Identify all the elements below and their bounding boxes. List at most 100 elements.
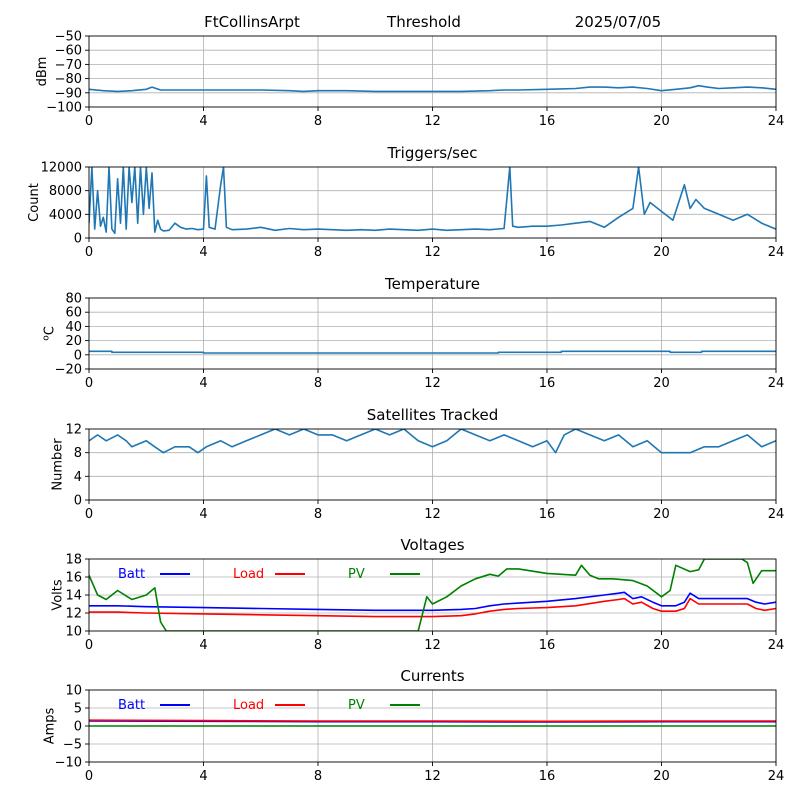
y-tick-label: 8 [74, 446, 82, 461]
x-tick-label: 24 [768, 245, 785, 260]
legend-label-load: Load [233, 567, 264, 582]
y-tick-label: −80 [55, 72, 82, 87]
x-tick-label: 12 [424, 114, 441, 129]
y-tick-label: 0 [74, 494, 82, 509]
x-tick-label: 16 [539, 245, 556, 260]
x-tick-label: 8 [314, 769, 322, 784]
y-axis-label: Number [50, 438, 65, 491]
y-tick-label: 12 [65, 607, 82, 622]
legend-label-pv: PV [348, 567, 365, 582]
x-tick-label: 12 [424, 769, 441, 784]
x-tick-label: 12 [424, 376, 441, 391]
y-tick-label: 12 [65, 423, 82, 438]
x-tick-label: 20 [653, 638, 670, 653]
y-tick-label: −70 [55, 58, 82, 73]
x-tick-label: 24 [768, 638, 785, 653]
y-tick-label: 12000 [41, 161, 82, 176]
x-tick-label: 8 [314, 376, 322, 391]
x-tick-label: 0 [85, 769, 93, 784]
y-tick-label: 18 [65, 553, 82, 568]
x-tick-label: 4 [199, 376, 207, 391]
panel-title: Currents [400, 667, 464, 685]
x-tick-label: 0 [85, 245, 93, 260]
x-tick-label: 12 [424, 245, 441, 260]
x-tick-label: 4 [199, 114, 207, 129]
panel-satellites: 0 4 8 12 16 20 24 0 4 8 12 Satellites Tracked Number [50, 406, 784, 522]
x-tick-label: 4 [199, 507, 207, 522]
y-tick-label: −20 [55, 363, 82, 378]
x-tick-label: 20 [653, 376, 670, 391]
legend-label-batt: Batt [118, 698, 145, 713]
legend-label-pv: PV [348, 698, 365, 713]
series-line-pv [89, 559, 776, 631]
y-tick-label: 0 [74, 232, 82, 247]
legend-label-batt: Batt [118, 567, 145, 582]
x-tick-label: 12 [424, 638, 441, 653]
y-tick-label: −60 [55, 44, 82, 59]
x-tick-label: 4 [199, 769, 207, 784]
panel-title: Triggers/sec [387, 144, 478, 162]
x-tick-label: 24 [768, 507, 785, 522]
series-line-triggers [89, 167, 776, 235]
x-tick-label: 4 [199, 638, 207, 653]
panel-currents: 0 4 8 12 16 20 24 −10 −5 0 5 10 Currents Amps Batt Load… [43, 667, 785, 784]
x-tick-label: 0 [85, 114, 93, 129]
x-tick-label: 16 [539, 376, 556, 391]
x-tick-label: 16 [539, 638, 556, 653]
x-tick-label: 8 [314, 245, 322, 260]
y-tick-label: 16 [65, 571, 82, 586]
x-tick-label: 8 [314, 638, 322, 653]
y-tick-label: −5 [63, 738, 82, 753]
y-tick-label: 4 [74, 470, 82, 485]
y-axis-label: oC [42, 326, 58, 341]
y-tick-label: 20 [65, 334, 82, 349]
y-tick-label: −90 [55, 86, 82, 101]
legend-label-load: Load [233, 698, 264, 713]
x-tick-label: 20 [653, 245, 670, 260]
y-axis-label: Count [27, 183, 42, 222]
x-tick-label: 24 [768, 114, 785, 129]
x-tick-label: 16 [539, 114, 556, 129]
y-tick-label: 8000 [49, 184, 82, 199]
y-tick-label: −50 [55, 30, 82, 45]
x-tick-label: 20 [653, 507, 670, 522]
series-line-batt [89, 591, 776, 612]
y-tick-label: 40 [65, 320, 82, 335]
x-tick-label: 20 [653, 114, 670, 129]
panel-voltages: 0 4 8 12 16 20 24 10 12 14 16 18 Voltages Volts Batt Lo… [50, 536, 784, 653]
y-tick-label: 0 [74, 720, 82, 735]
y-tick-label: −100 [46, 101, 82, 116]
x-tick-label: 24 [768, 376, 785, 391]
series-line-satellites [89, 429, 776, 454]
x-tick-label: 8 [314, 114, 322, 129]
series-line-load [89, 719, 776, 723]
y-tick-label: 4000 [49, 208, 82, 223]
y-tick-label: 0 [74, 348, 82, 363]
station-name: FtCollinsArpt [204, 13, 300, 31]
y-tick-label: 5 [74, 702, 82, 717]
series-line-threshold [89, 84, 776, 93]
y-tick-label: 60 [65, 306, 82, 321]
x-tick-label: 0 [85, 638, 93, 653]
panel-title: Satellites Tracked [367, 406, 498, 424]
y-tick-label: 80 [65, 292, 82, 307]
series-line-temperature [89, 350, 776, 354]
panel-title: Temperature [384, 275, 480, 293]
mode-label: Threshold [386, 13, 461, 31]
x-tick-label: 20 [653, 769, 670, 784]
panel-triggers: 0 4 8 12 16 20 24 0 4000 8000 12000 Triggers/sec Cou… [27, 144, 784, 260]
y-axis-label: dBm [35, 57, 50, 87]
x-tick-label: 16 [539, 507, 556, 522]
x-tick-label: 0 [85, 376, 93, 391]
y-tick-label: 10 [65, 684, 82, 699]
y-tick-label: −10 [55, 756, 82, 771]
panel-title: Voltages [400, 536, 464, 554]
x-tick-label: 24 [768, 769, 785, 784]
x-tick-label: 8 [314, 507, 322, 522]
y-tick-label: 10 [65, 625, 82, 640]
series-line-load [89, 597, 776, 618]
